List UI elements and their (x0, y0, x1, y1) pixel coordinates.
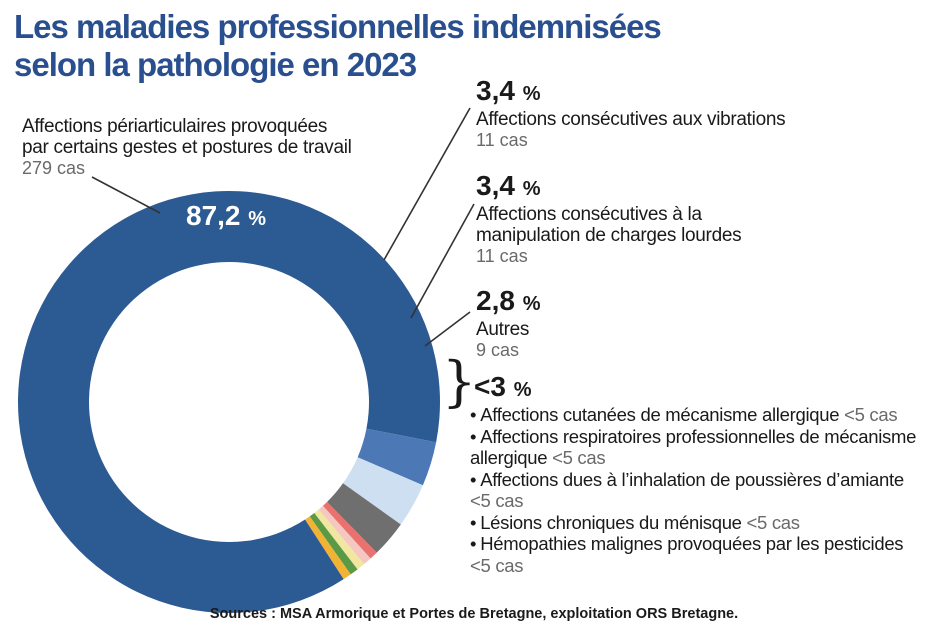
list-item-name: Lésions chroniques du ménisque (480, 511, 742, 533)
label-vibrations: 3,4 % Affections consécutives aux vibrat… (476, 76, 786, 151)
value-vibrations-unit: % (522, 83, 541, 105)
list-item: • Affections cutanées de mécanisme allerg… (470, 404, 940, 426)
label-charges: 3,4 % Affections consécutives à la manip… (476, 171, 742, 267)
value-periarticulaires-number: 87,2 (186, 200, 241, 231)
value-autres: 2,8 % (476, 286, 541, 319)
donut-slice-1 (357, 428, 437, 486)
list-item-cases: <5 cas (844, 404, 898, 425)
label-charges-name-2: manipulation de charges lourdes (476, 225, 742, 246)
label-periarticulaires: Affections périarticulaires provoquées p… (22, 116, 352, 179)
chart-title-line-2: selon la pathologie en 2023 (14, 46, 417, 83)
value-autres-number: 2,8 (476, 285, 515, 316)
list-item-name: Affections respiratoires professionnelle… (480, 425, 917, 447)
label-vibrations-name: Affections consécutives aux vibrations (476, 109, 786, 130)
donut-slices (18, 191, 441, 613)
leader-line-vibrations (383, 107, 471, 261)
small-slices-list: • Affections cutanées de mécanisme allerg… (470, 404, 940, 576)
leader-line-charges (410, 203, 475, 319)
label-periarticulaires-cases: 279 cas (22, 158, 86, 178)
value-periarticulaires: 87,2 % (186, 200, 266, 232)
label-autres-name: Autres (476, 319, 530, 340)
value-periarticulaires-unit: % (248, 208, 267, 230)
donut-slice-7 (309, 513, 358, 575)
label-autres-cases: 9 cas (476, 340, 520, 360)
list-item-cases: <5 cas (470, 490, 524, 511)
donut-slice-8 (305, 516, 351, 580)
chart-title-line-1: Les maladies professionnelles indemnisée… (14, 8, 662, 45)
value-small-group: <3 % (474, 372, 532, 405)
label-periarticulaires-name-1: Affections périarticulaires provoquées (22, 116, 328, 137)
list-item-cases: <5 cas (552, 447, 606, 468)
source-note: Sources : MSA Armorique et Portes de Bre… (209, 606, 739, 622)
value-vibrations: 3,4 % (476, 76, 785, 109)
label-periarticulaires-name-2: par certains gestes et postures de trava… (22, 137, 352, 158)
list-item: • Hémopathies malignes provoquées par les… (470, 533, 940, 555)
list-item-name-2: allergique (470, 447, 548, 468)
value-charges: 3,4 % (476, 171, 741, 204)
list-item: • Affections respiratoires professionnell… (470, 426, 940, 448)
value-autres-unit: % (522, 293, 541, 315)
donut-slice-6 (314, 509, 365, 570)
value-charges-unit: % (522, 178, 541, 200)
bullet-icon: • (470, 468, 477, 490)
label-charges-cases: 11 cas (476, 246, 528, 266)
list-item-name: Hémopathies malignes provoquées par les … (480, 533, 904, 554)
leader-line-autres (424, 311, 471, 347)
list-item-cases: <5 cas (470, 554, 524, 576)
value-small-group-number: <3 (474, 371, 506, 402)
leader-lines (91, 107, 475, 347)
donut-slice-2 (343, 457, 423, 525)
small-slices-brace: } (442, 350, 477, 413)
list-item-name: Affections dues à l’inhalation de poussi… (480, 468, 904, 490)
donut-slice-0 (18, 191, 441, 613)
bullet-icon: • (470, 533, 477, 554)
donut-slice-3 (327, 483, 401, 553)
label-autres: 2,8 % Autres 9 cas (476, 286, 541, 361)
value-small-group-unit: % (513, 379, 532, 401)
list-item: • Affections dues à l’inhalation de pouss… (470, 469, 940, 491)
list-item-name: Affections cutanées de mécanisme allergi… (480, 404, 840, 425)
donut-slice-4 (322, 501, 377, 559)
donut-slice-5 (318, 505, 371, 565)
label-vibrations-cases: 11 cas (476, 130, 528, 150)
bullet-icon: • (470, 425, 477, 447)
bullet-icon: • (470, 404, 477, 425)
label-charges-name-1: Affections consécutives à la (476, 204, 702, 225)
value-charges-number: 3,4 (476, 170, 515, 201)
value-vibrations-number: 3,4 (476, 75, 515, 106)
list-item-cases: <5 cas (746, 511, 801, 533)
chart-title: Les maladies professionnelles indemnisée… (14, 8, 714, 84)
list-item: • Lésions chroniques du ménisque <5 cas (470, 512, 940, 534)
bullet-icon: • (470, 511, 477, 533)
leader-line-big (91, 176, 161, 214)
list-item-continued: allergique <5 cas (470, 447, 940, 469)
